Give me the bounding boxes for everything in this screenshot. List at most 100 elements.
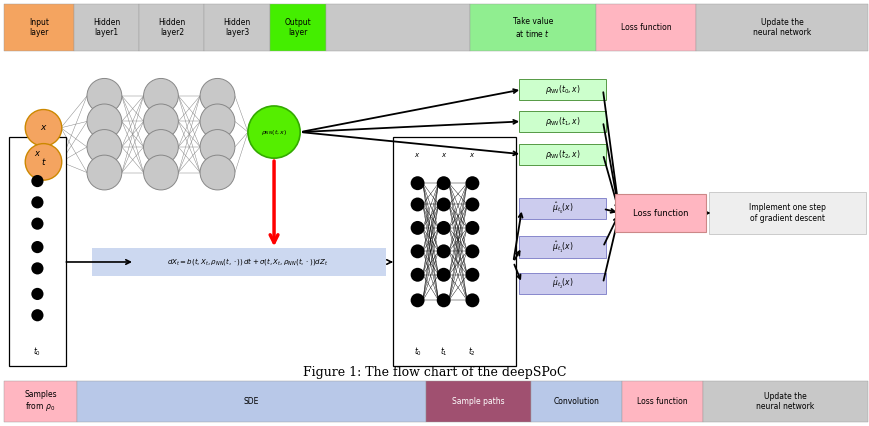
Text: Hidden
layer1: Hidden layer1 xyxy=(93,18,120,37)
FancyBboxPatch shape xyxy=(426,381,530,422)
FancyBboxPatch shape xyxy=(595,4,695,51)
Ellipse shape xyxy=(25,109,62,146)
Text: $x$: $x$ xyxy=(34,149,41,158)
Ellipse shape xyxy=(410,245,424,258)
Ellipse shape xyxy=(436,221,450,235)
Ellipse shape xyxy=(200,78,235,113)
FancyBboxPatch shape xyxy=(74,4,139,51)
Ellipse shape xyxy=(25,144,62,180)
Ellipse shape xyxy=(465,245,479,258)
Text: Update the
neural network: Update the neural network xyxy=(753,18,810,37)
FancyBboxPatch shape xyxy=(326,4,469,51)
FancyBboxPatch shape xyxy=(76,381,426,422)
Text: Hidden
layer3: Hidden layer3 xyxy=(223,18,250,37)
Text: $t$: $t$ xyxy=(41,156,46,167)
Ellipse shape xyxy=(87,155,122,190)
FancyBboxPatch shape xyxy=(9,137,66,366)
Text: Hidden
layer2: Hidden layer2 xyxy=(158,18,185,37)
Text: $t_1$: $t_1$ xyxy=(439,345,448,358)
Text: $x$: $x$ xyxy=(414,151,421,158)
Ellipse shape xyxy=(31,175,43,187)
Ellipse shape xyxy=(31,262,43,274)
Ellipse shape xyxy=(410,198,424,211)
Text: Sample paths: Sample paths xyxy=(452,397,504,406)
Ellipse shape xyxy=(436,176,450,190)
Ellipse shape xyxy=(436,268,450,282)
FancyBboxPatch shape xyxy=(519,198,605,219)
FancyBboxPatch shape xyxy=(702,381,867,422)
FancyBboxPatch shape xyxy=(519,273,605,294)
FancyBboxPatch shape xyxy=(519,236,605,258)
Ellipse shape xyxy=(200,155,235,190)
Text: $\hat{\mu}_{t_1}(x)$: $\hat{\mu}_{t_1}(x)$ xyxy=(551,239,574,255)
FancyBboxPatch shape xyxy=(139,4,204,51)
Ellipse shape xyxy=(200,130,235,164)
FancyBboxPatch shape xyxy=(695,4,867,51)
Text: Figure 1: The flow chart of the deepSPoC: Figure 1: The flow chart of the deepSPoC xyxy=(303,366,566,379)
Ellipse shape xyxy=(87,78,122,113)
Ellipse shape xyxy=(143,78,178,113)
Text: Loss function: Loss function xyxy=(620,23,671,32)
Text: Loss function: Loss function xyxy=(633,208,687,218)
Ellipse shape xyxy=(436,294,450,307)
Text: Loss function: Loss function xyxy=(636,397,687,406)
Ellipse shape xyxy=(31,309,43,321)
Ellipse shape xyxy=(465,176,479,190)
Ellipse shape xyxy=(465,294,479,307)
Text: $t_2$: $t_2$ xyxy=(468,345,476,358)
Text: Take value
at time $t$: Take value at time $t$ xyxy=(512,17,553,39)
Text: Convolution: Convolution xyxy=(553,397,599,406)
Text: $dX_t = b(t, X_t, \rho_{NN}(t,\cdot))\,dt + \sigma(t, X_t, \rho_{NN}(t,\cdot))dZ: $dX_t = b(t, X_t, \rho_{NN}(t,\cdot))\,d… xyxy=(167,256,328,268)
Ellipse shape xyxy=(410,294,424,307)
Text: $x$: $x$ xyxy=(40,123,47,132)
FancyBboxPatch shape xyxy=(269,4,326,51)
Ellipse shape xyxy=(465,268,479,282)
Text: Implement one step
of gradient descent: Implement one step of gradient descent xyxy=(748,203,825,223)
Ellipse shape xyxy=(200,104,235,139)
FancyBboxPatch shape xyxy=(204,4,269,51)
FancyBboxPatch shape xyxy=(708,192,865,234)
FancyBboxPatch shape xyxy=(530,381,621,422)
Ellipse shape xyxy=(31,196,43,208)
Ellipse shape xyxy=(465,198,479,211)
Text: Input
layer: Input layer xyxy=(30,18,49,37)
Text: $\hat{\mu}_{t_2}(x)$: $\hat{\mu}_{t_2}(x)$ xyxy=(551,276,574,291)
Ellipse shape xyxy=(31,241,43,253)
Text: $t_0$: $t_0$ xyxy=(413,345,421,358)
Ellipse shape xyxy=(143,104,178,139)
Ellipse shape xyxy=(436,245,450,258)
Text: Update the
neural network: Update the neural network xyxy=(756,392,813,411)
FancyBboxPatch shape xyxy=(469,4,595,51)
Ellipse shape xyxy=(31,218,43,230)
FancyBboxPatch shape xyxy=(621,381,702,422)
FancyBboxPatch shape xyxy=(4,4,74,51)
Ellipse shape xyxy=(436,198,450,211)
Ellipse shape xyxy=(410,268,424,282)
Ellipse shape xyxy=(248,106,300,158)
FancyBboxPatch shape xyxy=(519,79,605,100)
Text: Samples
from $\rho_0$: Samples from $\rho_0$ xyxy=(24,390,56,413)
Ellipse shape xyxy=(465,221,479,235)
Text: $\rho_{NN}(t_0,x)$: $\rho_{NN}(t_0,x)$ xyxy=(545,83,580,96)
Text: Output
layer: Output layer xyxy=(284,18,311,37)
Text: $t_0$: $t_0$ xyxy=(33,345,42,358)
FancyBboxPatch shape xyxy=(4,381,76,422)
Ellipse shape xyxy=(31,288,43,300)
FancyBboxPatch shape xyxy=(519,144,605,165)
FancyBboxPatch shape xyxy=(92,248,386,276)
Text: $\hat{\mu}_{t_0}(x)$: $\hat{\mu}_{t_0}(x)$ xyxy=(551,201,574,216)
Text: $\rho_{NN}(t_1,x)$: $\rho_{NN}(t_1,x)$ xyxy=(545,115,580,128)
Text: $\rho_{NN}(t,x)$: $\rho_{NN}(t,x)$ xyxy=(261,127,287,137)
Ellipse shape xyxy=(143,130,178,164)
Text: $x$: $x$ xyxy=(468,151,475,158)
Text: $\rho_{NN}(t_2,x)$: $\rho_{NN}(t_2,x)$ xyxy=(545,148,580,161)
Ellipse shape xyxy=(87,130,122,164)
FancyBboxPatch shape xyxy=(614,194,706,232)
Ellipse shape xyxy=(143,155,178,190)
Ellipse shape xyxy=(410,221,424,235)
Ellipse shape xyxy=(410,176,424,190)
Text: SDE: SDE xyxy=(243,397,259,406)
FancyBboxPatch shape xyxy=(393,137,515,366)
FancyBboxPatch shape xyxy=(519,111,605,132)
Text: $x$: $x$ xyxy=(440,151,447,158)
